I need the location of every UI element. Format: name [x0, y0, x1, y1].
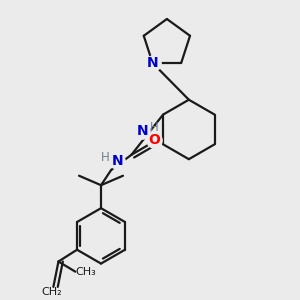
Text: CH₃: CH₃: [75, 267, 96, 277]
Text: N: N: [147, 56, 158, 70]
Text: O: O: [148, 133, 160, 147]
Text: H: H: [101, 151, 110, 164]
Text: N: N: [136, 124, 148, 138]
Text: CH₂: CH₂: [41, 287, 62, 297]
Text: N: N: [111, 154, 123, 168]
Text: H: H: [150, 122, 158, 134]
